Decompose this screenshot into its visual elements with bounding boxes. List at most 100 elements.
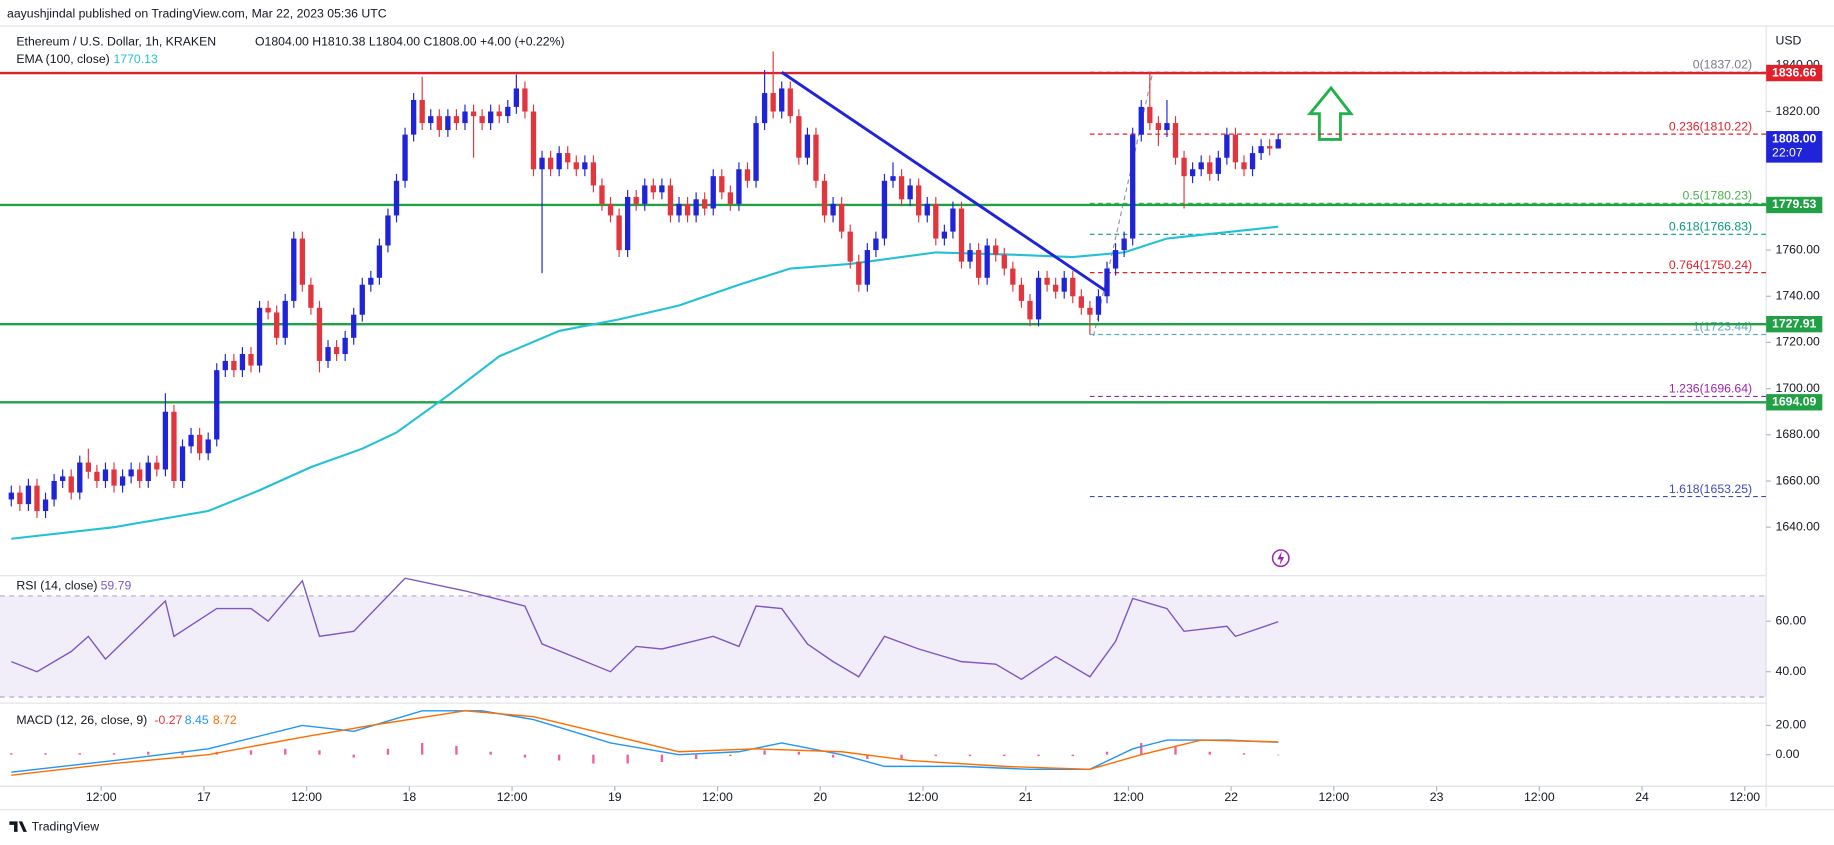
x-tick-label: 12:00 — [1729, 790, 1760, 804]
candle-body — [419, 99, 425, 124]
rsi-last-value: 59.79 — [101, 579, 132, 593]
candle-body — [676, 203, 682, 216]
rsi-line — [11, 577, 1279, 681]
candle-body — [488, 111, 494, 124]
candle-body — [428, 116, 434, 124]
candle-body — [470, 111, 477, 117]
level-badge-label: 1779.53 — [1772, 197, 1817, 211]
candle-body — [8, 492, 14, 500]
macd-histogram-bar — [694, 754, 698, 760]
macd-histogram-bar — [934, 754, 937, 757]
candle-body — [830, 203, 836, 216]
candle-body — [342, 337, 348, 355]
fib-label: 1.618(1653.25) — [1669, 482, 1752, 496]
level-badge-label: 1694.09 — [1772, 395, 1817, 409]
candle-body — [1035, 277, 1042, 320]
candle-body — [727, 192, 734, 204]
candle-body — [214, 370, 220, 440]
ohlc-legend: O1804.00 H1810.38 L1804.00 C1808.00 +4.0… — [255, 35, 565, 49]
y-tick-label: 1660.00 — [1776, 473, 1821, 487]
candle-body — [993, 245, 999, 255]
candle-body — [1164, 123, 1170, 130]
candle-body — [804, 134, 811, 158]
ema-last-value: 1770.13 — [113, 52, 158, 66]
candle-body — [856, 261, 862, 285]
candle-body — [1147, 106, 1153, 124]
y-tick-label: 1700.00 — [1776, 381, 1821, 395]
candle-body — [85, 462, 91, 472]
candle-body — [34, 485, 40, 512]
candle-body — [60, 476, 66, 482]
candle-body — [1138, 106, 1144, 135]
axis-unit: USD — [1776, 33, 1802, 47]
macd-histogram-bar — [1242, 753, 1246, 755]
candle-body — [162, 411, 169, 470]
candle-body — [684, 203, 691, 216]
candle-body — [1001, 254, 1007, 269]
candle-body — [1249, 153, 1256, 170]
candle-body — [1189, 169, 1196, 177]
symbol-title: Ethereum / U.S. Dollar, 1h, KRAKEN — [16, 35, 216, 49]
candle-body — [77, 462, 83, 493]
candle-body — [128, 469, 134, 477]
candle-body — [975, 250, 982, 278]
candle-body — [308, 284, 314, 308]
macd-histogram-bar — [900, 754, 903, 760]
candle-body — [188, 434, 194, 447]
candle-body — [736, 169, 742, 204]
candle-body — [1044, 277, 1050, 285]
candle-body — [838, 203, 845, 232]
candle-body — [410, 99, 417, 135]
x-tick-label: 20 — [813, 790, 827, 804]
candle-body — [1275, 139, 1281, 149]
candle-body — [950, 208, 956, 232]
level-badge-label: 1727.91 — [1772, 316, 1817, 330]
candle-body — [1172, 123, 1179, 158]
fib-label: 0.764(1750.24) — [1669, 258, 1752, 272]
candle-body — [171, 411, 177, 482]
candle-body — [256, 307, 263, 366]
alert-icon-bolt — [1277, 551, 1285, 566]
candle-body — [145, 462, 151, 482]
candle-body — [607, 203, 614, 216]
candle-body — [1095, 296, 1102, 315]
candle-body — [445, 116, 451, 130]
candle-body — [102, 469, 109, 482]
candle-body — [196, 434, 203, 454]
macd-histogram-bar — [1037, 754, 1040, 757]
y-tick-label: 1820.00 — [1776, 104, 1821, 118]
candle-body — [1053, 284, 1059, 292]
macd-histogram-bar — [1174, 745, 1177, 755]
candle-body — [1087, 307, 1093, 315]
candle-body — [702, 199, 708, 209]
y-tick-label: 60.00 — [1776, 613, 1807, 627]
macd-histogram-bar — [523, 754, 527, 758]
x-tick-label: 12:00 — [1113, 790, 1144, 804]
candle-body — [1207, 162, 1213, 174]
level-badge — [1766, 316, 1823, 333]
candle-body — [393, 180, 400, 216]
candle-body — [1241, 162, 1247, 170]
level-badge — [1766, 64, 1823, 82]
candle-body — [547, 157, 554, 170]
candle-body — [1198, 162, 1204, 170]
candle-body — [916, 185, 922, 216]
macd-histogram-bar — [44, 753, 47, 755]
y-tick-label: 40.00 — [1776, 664, 1807, 678]
x-tick-label: 12:00 — [86, 790, 117, 804]
candle-body — [1010, 268, 1016, 285]
candle-body — [222, 360, 228, 371]
candle-body — [659, 185, 665, 193]
candle-body — [51, 481, 57, 500]
candle-body — [693, 199, 699, 216]
candle-body — [368, 277, 374, 285]
fib-label: 0(1837.02) — [1693, 57, 1752, 71]
candle-body — [667, 185, 674, 216]
publisher: aayushjindal published on TradingView.co… — [7, 7, 387, 21]
candle-body — [1267, 146, 1273, 149]
trendline — [780, 71, 1108, 293]
candle-body — [924, 203, 930, 216]
